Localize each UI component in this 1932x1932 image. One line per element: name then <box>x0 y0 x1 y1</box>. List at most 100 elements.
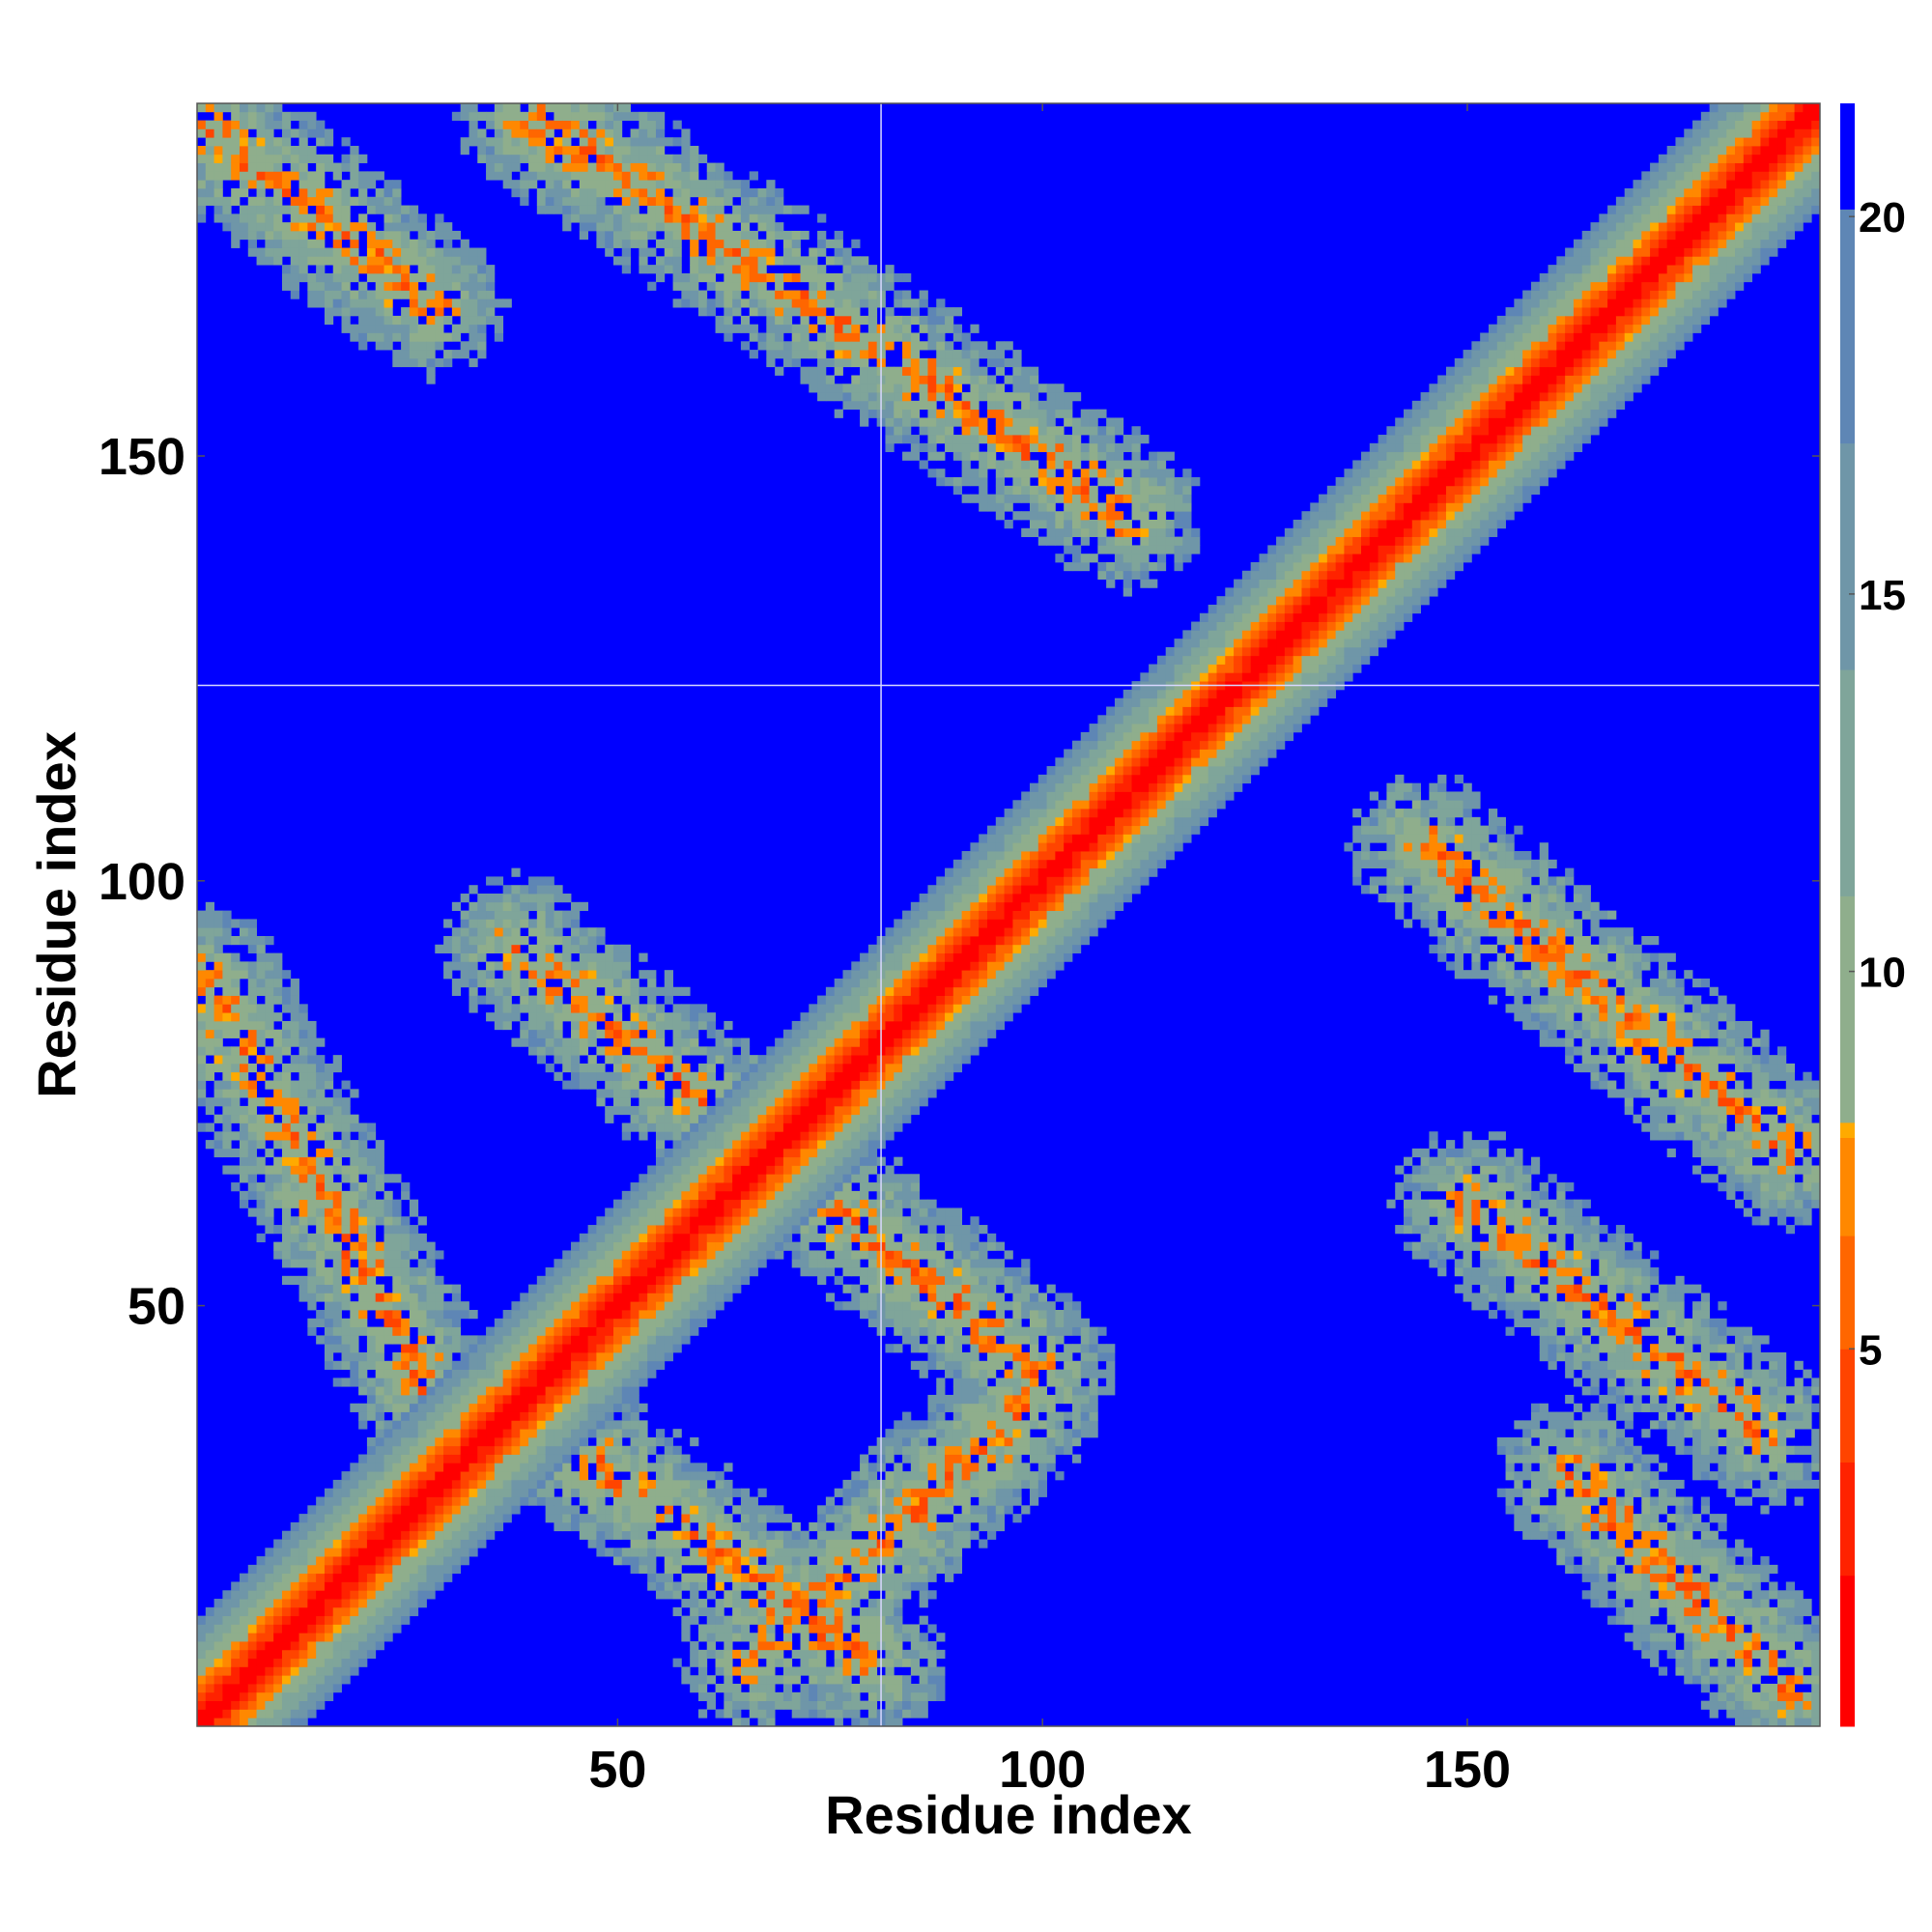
heatmap-cell <box>375 1378 384 1387</box>
heatmap-cell <box>528 1318 538 1327</box>
heatmap-cell <box>664 1148 673 1158</box>
heatmap-cell <box>690 1259 699 1268</box>
heatmap-cell <box>621 1131 631 1141</box>
heatmap-cell <box>298 1658 308 1667</box>
heatmap-cell <box>775 1700 784 1710</box>
heatmap-cell <box>740 1097 751 1107</box>
heatmap-cell <box>486 1488 496 1497</box>
heatmap-cell <box>392 357 402 368</box>
heatmap-cell <box>724 222 733 232</box>
heatmap-cell <box>502 935 512 946</box>
heatmap-cell <box>697 1556 708 1566</box>
heatmap-cell <box>672 1029 682 1038</box>
heatmap-cell <box>791 1530 801 1540</box>
heatmap-cell <box>639 247 648 257</box>
heatmap-cell <box>290 1080 299 1090</box>
heatmap-cell <box>571 919 581 928</box>
heatmap-cell <box>426 1318 436 1327</box>
heatmap-cell <box>681 154 691 163</box>
heatmap-cell <box>341 1675 351 1685</box>
heatmap-cell <box>511 919 521 928</box>
heatmap-cell <box>545 1488 554 1497</box>
heatmap-cell <box>451 1436 462 1447</box>
heatmap-cell <box>324 137 334 147</box>
heatmap-cell <box>766 213 776 223</box>
heatmap-cell <box>834 1521 843 1532</box>
heatmap-cell <box>231 952 241 962</box>
heatmap-cell <box>426 366 436 376</box>
heatmap-cell <box>273 1156 283 1166</box>
heatmap-cell <box>281 1564 292 1575</box>
heatmap-cell <box>681 1105 691 1116</box>
heatmap-cell <box>775 298 784 308</box>
heatmap-cell <box>265 1046 274 1056</box>
heatmap-cell <box>417 1581 427 1591</box>
heatmap-cell <box>740 1241 751 1251</box>
heatmap-cell <box>545 1029 554 1038</box>
heatmap-cell <box>817 357 827 368</box>
heatmap-cell <box>749 230 758 241</box>
heatmap-cell <box>213 171 223 181</box>
heatmap-cell <box>460 1360 469 1370</box>
heatmap-cell <box>621 1190 631 1201</box>
heatmap-cell <box>715 1140 724 1150</box>
heatmap-cell <box>834 1573 843 1582</box>
heatmap-cell <box>749 1684 758 1693</box>
heatmap-cell <box>247 1097 257 1107</box>
heatmap-cell <box>596 205 606 214</box>
heatmap-cell <box>392 1599 402 1608</box>
heatmap-cell <box>554 885 563 895</box>
heatmap-cell <box>273 995 283 1005</box>
heatmap-cell <box>213 1004 223 1013</box>
heatmap-cell <box>316 1318 326 1327</box>
heatmap-cell <box>358 180 368 189</box>
heatmap-cell <box>520 1436 529 1447</box>
heatmap-cell <box>655 1360 666 1370</box>
heatmap-cell <box>706 162 716 172</box>
heatmap-cell <box>316 272 326 283</box>
heatmap-cell <box>647 1318 657 1327</box>
heatmap-cell <box>469 281 478 291</box>
heatmap-cell <box>596 145 606 156</box>
heatmap-cell <box>324 1122 334 1132</box>
heatmap-cell <box>273 213 283 223</box>
heatmap-cell <box>281 1199 292 1208</box>
heatmap-cell <box>775 1105 784 1116</box>
heatmap-cell <box>690 281 699 291</box>
heatmap-cell <box>817 1658 827 1667</box>
heatmap-cell <box>443 1521 453 1532</box>
heatmap-cell <box>757 1250 767 1260</box>
heatmap-cell <box>621 1454 631 1463</box>
heatmap-cell <box>664 1445 673 1455</box>
heatmap-cell <box>775 1114 784 1123</box>
heatmap-cell <box>809 1539 818 1548</box>
heatmap-cell <box>273 1080 283 1090</box>
heatmap-cell <box>545 1411 554 1421</box>
heatmap-cell <box>332 1326 342 1336</box>
heatmap-cell <box>486 281 496 291</box>
heatmap-cell <box>621 1548 631 1557</box>
heatmap-cell <box>554 187 563 198</box>
heatmap-cell <box>205 1633 214 1642</box>
heatmap-cell <box>697 1020 708 1031</box>
heatmap-cell <box>443 1310 453 1320</box>
heatmap-cell <box>451 265 462 274</box>
heatmap-cell <box>469 986 478 996</box>
heatmap-cell <box>273 1718 283 1727</box>
heatmap-cell <box>621 970 631 980</box>
heatmap-cell <box>715 1556 724 1566</box>
heatmap-cell <box>205 927 214 937</box>
heatmap-cell <box>494 1394 504 1405</box>
heatmap-cell <box>715 1284 724 1293</box>
heatmap-cell <box>494 1004 504 1013</box>
heatmap-cell <box>401 1445 411 1455</box>
heatmap-cell <box>800 230 810 241</box>
heatmap-cell <box>732 1250 742 1260</box>
heatmap-cell <box>494 1386 504 1396</box>
heatmap-cell <box>401 1615 411 1625</box>
heatmap-cell <box>655 1165 666 1175</box>
heatmap-cell <box>486 1369 496 1378</box>
heatmap-cell <box>596 1012 606 1022</box>
heatmap-cell <box>825 290 836 299</box>
heatmap-cell <box>426 1445 436 1455</box>
